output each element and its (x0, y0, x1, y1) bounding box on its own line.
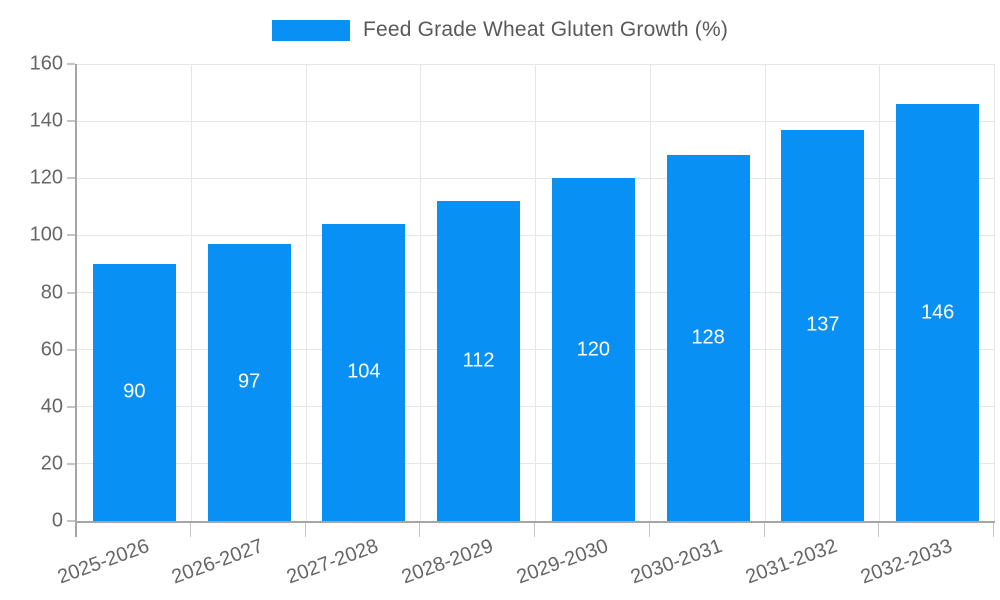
h-gridline (77, 406, 995, 408)
x-axis-tick-label: 2030-2031 (628, 535, 726, 589)
x-axis-tickmark (304, 523, 306, 537)
bar: 120 (551, 178, 635, 521)
y-axis-tickmark (67, 291, 75, 294)
y-axis-tick-label: 140 (29, 109, 63, 132)
y-axis-tick-label: 100 (29, 223, 63, 246)
y-axis-tickmark (67, 462, 75, 465)
x-axis-tickmark (534, 523, 535, 537)
h-gridline (77, 177, 995, 179)
bar: 97 (207, 243, 291, 521)
h-gridline (77, 292, 995, 293)
x-axis-tickmark (878, 523, 880, 537)
x-axis-tick-label: 2029-2030 (513, 535, 611, 589)
bar-value-label: 97 (238, 370, 261, 393)
v-gridline (305, 64, 307, 521)
y-axis-tick-label: 40 (40, 395, 63, 418)
h-gridline (77, 349, 995, 351)
bar: 146 (896, 104, 980, 521)
h-gridline (77, 63, 995, 65)
bar-value-label: 137 (806, 313, 840, 336)
bar-value-label: 90 (123, 380, 146, 403)
bar: 137 (781, 129, 865, 521)
bar-value-label: 128 (691, 326, 725, 349)
y-axis-tickmark (67, 405, 75, 408)
chart-legend: Feed Grade Wheat Gluten Growth (%) (0, 18, 1000, 42)
v-gridline (649, 64, 651, 521)
x-axis-tick-label: 2025-2026 (54, 535, 152, 589)
x-axis-tick-label: 2027-2028 (283, 535, 382, 589)
bar-value-label: 120 (576, 338, 611, 361)
bar: 128 (666, 155, 750, 521)
h-gridline (77, 234, 995, 236)
y-axis-tickmark (67, 520, 75, 522)
y-axis-tick-label: 80 (40, 281, 63, 303)
y-axis-tickmark (67, 234, 75, 237)
x-axis-tick-label: 2032-2033 (857, 535, 956, 589)
bar-value-label: 104 (347, 360, 381, 383)
h-gridline (77, 463, 995, 465)
y-axis-tickmark (67, 348, 75, 351)
y-axis-tick-label: 20 (40, 452, 63, 475)
x-axis-tickmark (993, 523, 994, 537)
v-gridline (190, 64, 192, 521)
legend-label: Feed Grade Wheat Gluten Growth (%) (362, 18, 729, 41)
y-axis-tick-label: 160 (29, 52, 63, 75)
x-axis-tickmark (189, 523, 191, 537)
bar: 90 (92, 263, 176, 521)
h-gridline (77, 120, 995, 122)
plot-area: 90 97 104 112 120 128 137 146 (75, 63, 995, 523)
y-axis-tick-label: 120 (29, 166, 63, 189)
x-axis-tickmark (75, 523, 77, 537)
x-axis-tickmark (648, 523, 650, 537)
x-axis-tickmark (763, 523, 765, 537)
x-axis-tick-label: 2031-2032 (742, 535, 841, 589)
bar-value-label: 112 (462, 349, 495, 372)
x-axis-tick-label: 2026-2027 (169, 535, 267, 589)
bar: 112 (437, 201, 521, 521)
v-gridline (764, 64, 766, 521)
y-axis-tickmark (67, 63, 75, 65)
v-gridline (535, 64, 536, 521)
y-axis-tick-label: 60 (40, 338, 63, 361)
y-axis-tick-label: 0 (51, 509, 63, 532)
legend-swatch (271, 19, 350, 41)
v-gridline (879, 64, 881, 521)
v-gridline (420, 64, 422, 521)
x-axis-tickmark (419, 523, 421, 537)
bar-value-label: 146 (920, 301, 955, 323)
x-axis-tick-label: 2028-2029 (398, 535, 497, 589)
v-gridline (994, 64, 995, 521)
y-axis-tickmark (67, 120, 75, 123)
bar: 104 (322, 223, 406, 521)
y-axis-tickmark (67, 177, 75, 180)
